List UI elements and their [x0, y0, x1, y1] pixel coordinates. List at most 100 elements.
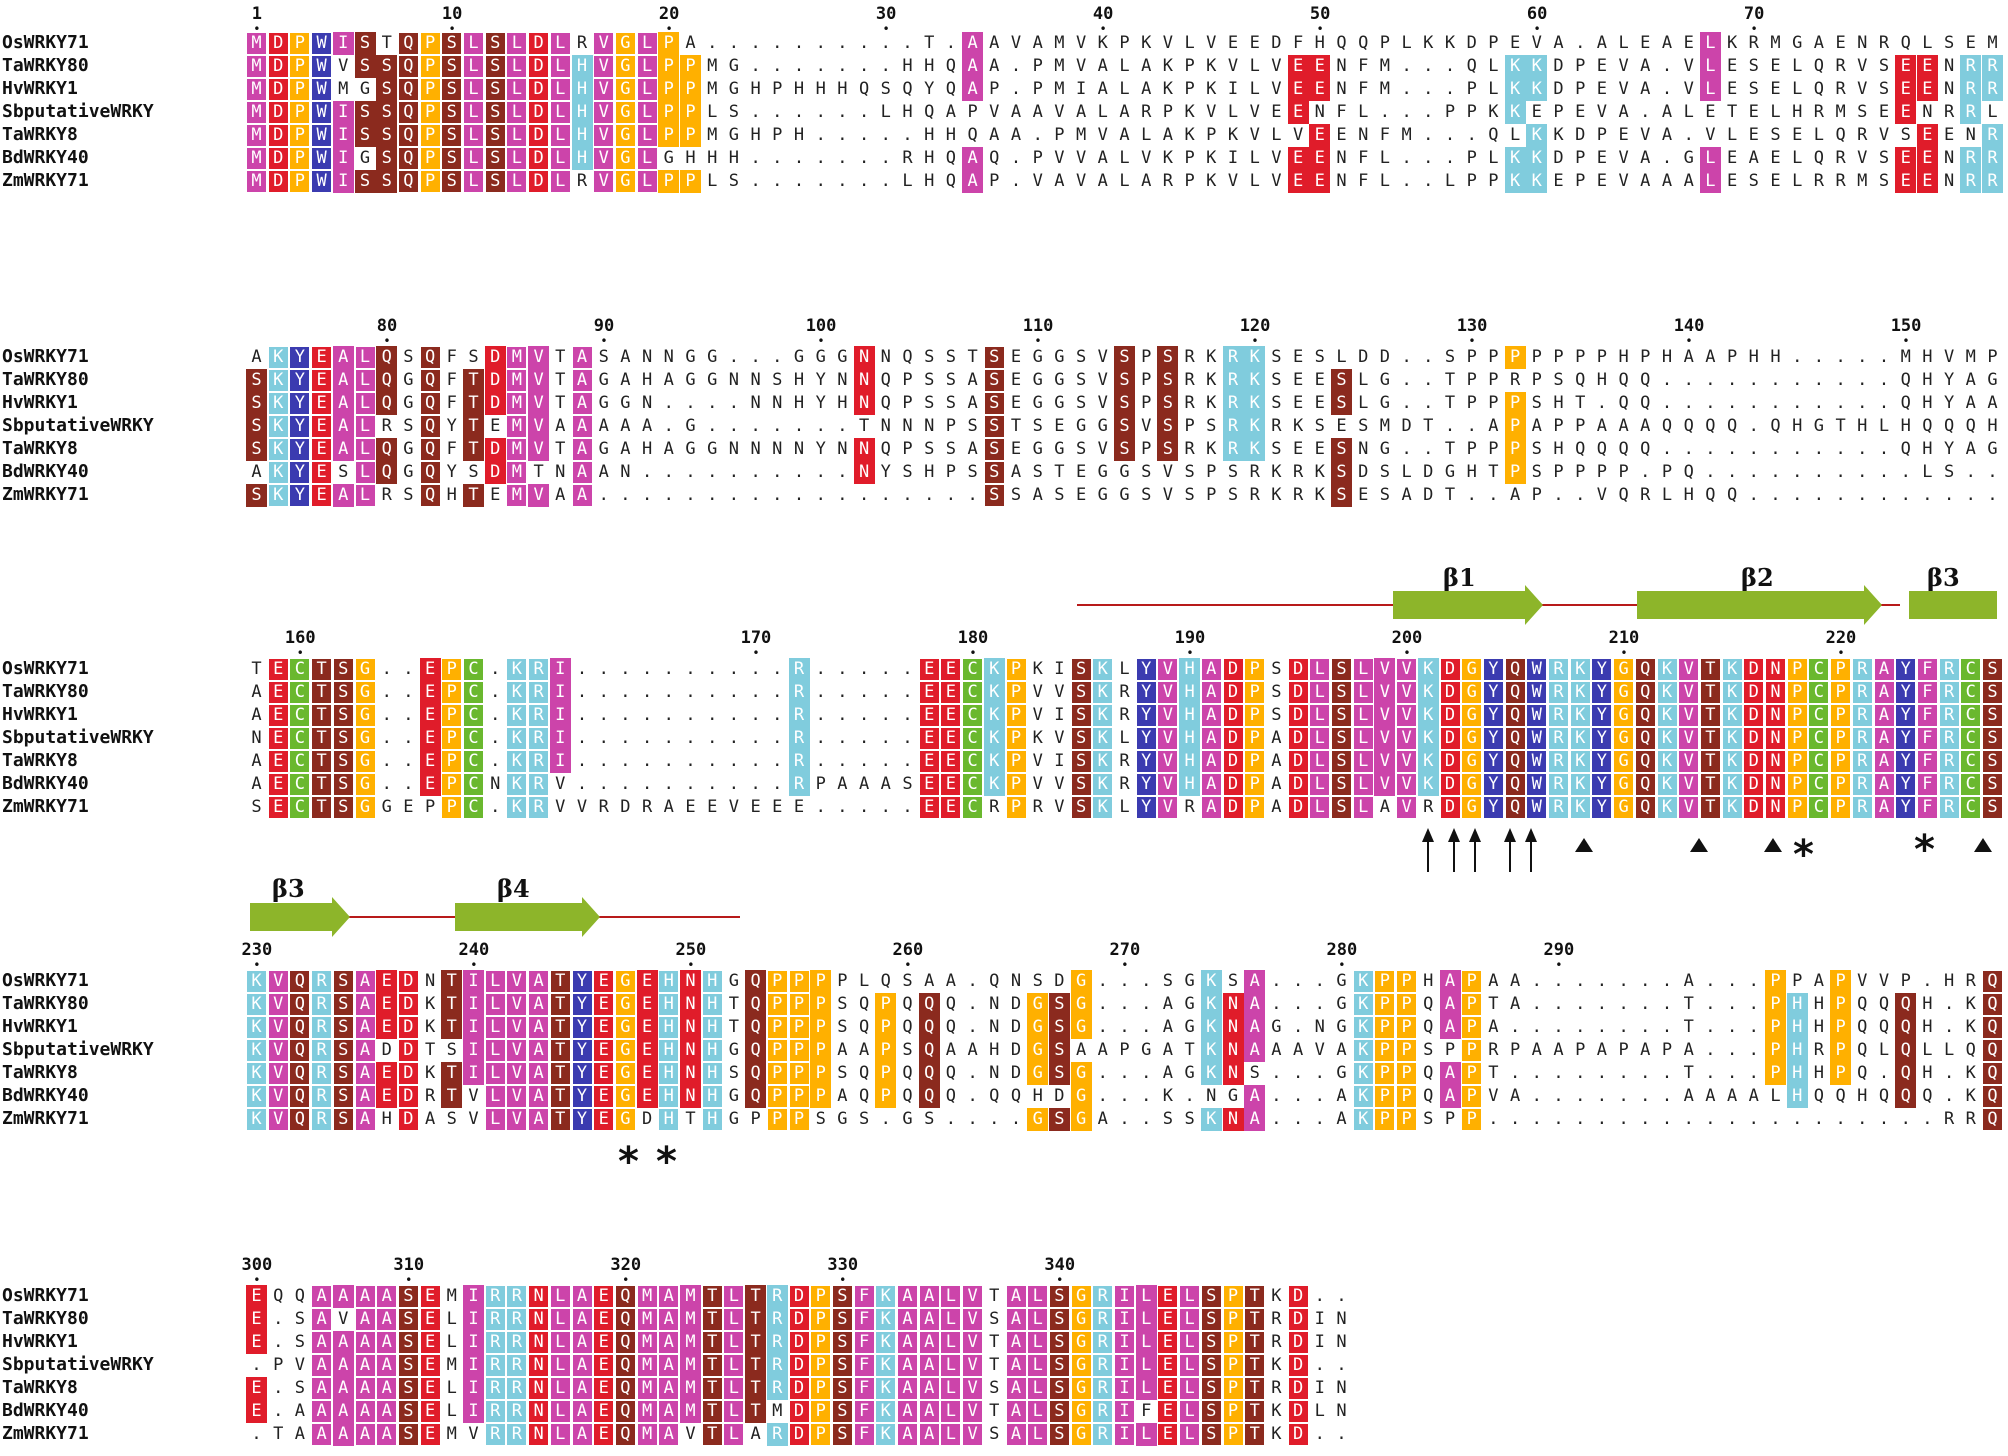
- residue: G: [403, 393, 414, 413]
- residue: P: [1596, 462, 1608, 482]
- residue: .: [815, 416, 826, 436]
- sequence-name: BdWRKY40: [2, 461, 89, 482]
- residue: W: [1526, 773, 1548, 796]
- residue: A: [1873, 773, 1895, 796]
- residue: V: [1374, 658, 1396, 681]
- residue: .: [880, 33, 891, 53]
- residue: .: [924, 485, 935, 505]
- residue: Q: [858, 1063, 870, 1083]
- residue: R: [1548, 750, 1569, 773]
- asterisk-marker-icon: *: [618, 1139, 639, 1185]
- residue: A: [1726, 1086, 1738, 1106]
- residue: Q: [745, 1039, 767, 1062]
- residue: A: [1032, 102, 1043, 122]
- residue: .: [1596, 994, 1608, 1014]
- residue: K: [506, 773, 528, 796]
- residue: P: [772, 79, 783, 99]
- residue: A: [1200, 681, 1222, 704]
- residue: L: [1770, 102, 1781, 122]
- residue: A: [251, 705, 262, 725]
- residue: K: [1206, 56, 1217, 76]
- residue: S: [1157, 369, 1179, 392]
- residue: G: [1444, 462, 1456, 482]
- residue: D: [1287, 1331, 1309, 1354]
- residue: R: [1943, 102, 1955, 122]
- residue: L: [1179, 1400, 1201, 1423]
- residue: A: [332, 369, 354, 392]
- residue: V: [728, 797, 740, 817]
- residue: A: [962, 78, 984, 101]
- residue: Q: [1813, 56, 1825, 76]
- residue: K: [875, 1377, 897, 1400]
- residue: Q: [1504, 773, 1526, 796]
- residue: A: [1005, 1331, 1027, 1354]
- residue: R: [1851, 704, 1873, 727]
- residue: H: [1179, 750, 1201, 773]
- residue: A: [1531, 416, 1542, 436]
- residue: L: [1119, 148, 1130, 168]
- residue: S: [332, 1108, 354, 1131]
- residue: V: [1396, 727, 1418, 750]
- residue: L: [1135, 1331, 1157, 1354]
- residue: K: [267, 369, 289, 392]
- residue: E: [267, 704, 289, 727]
- ruler-label: 280: [1326, 940, 1358, 960]
- residue: G: [354, 727, 376, 750]
- residue: Y: [571, 1062, 593, 1085]
- residue: R: [1857, 125, 1868, 145]
- residue: P: [1054, 125, 1065, 145]
- residue: K: [1656, 681, 1678, 704]
- residue: Q: [376, 392, 398, 415]
- ruler-tick: •: [1533, 22, 1541, 36]
- residue: A: [1640, 79, 1651, 99]
- residue: L: [1878, 416, 1890, 436]
- residue: P: [1032, 148, 1043, 168]
- residue: K: [1656, 658, 1678, 681]
- residue: K: [1526, 170, 1548, 193]
- residue: L: [506, 101, 528, 124]
- residue: S: [983, 438, 1005, 461]
- residue: .: [728, 728, 740, 748]
- residue: .: [1726, 439, 1738, 459]
- residue: M: [1987, 33, 1998, 53]
- residue: D: [1287, 1308, 1309, 1331]
- residue: K: [1352, 1062, 1374, 1085]
- residue: M: [506, 438, 528, 461]
- residue: .: [1097, 971, 1108, 991]
- residue: E: [1770, 56, 1781, 76]
- ruler-tick: •: [253, 22, 261, 36]
- residue: A: [1965, 370, 1976, 390]
- residue: Q: [945, 171, 957, 191]
- residue: .: [1271, 1086, 1282, 1106]
- residue: T: [1244, 1308, 1266, 1331]
- residue: Q: [1661, 416, 1673, 436]
- residue: A: [945, 1040, 957, 1060]
- residue: .: [1661, 971, 1673, 991]
- residue: S: [1982, 704, 2003, 727]
- residue: N: [1314, 1017, 1325, 1037]
- residue: R: [1222, 369, 1244, 392]
- residue: P: [810, 1285, 832, 1308]
- residue: P: [1005, 681, 1027, 704]
- residue: I: [549, 704, 571, 727]
- residue: .: [1097, 994, 1108, 1014]
- residue: G: [1119, 485, 1130, 505]
- residue: Q: [880, 370, 891, 390]
- residue: .: [1575, 1109, 1586, 1129]
- residue: G: [614, 1039, 636, 1062]
- residue: F: [1358, 56, 1369, 76]
- residue: E: [419, 750, 441, 773]
- residue: Y: [1591, 750, 1613, 773]
- residue: R: [311, 993, 333, 1016]
- residue: A: [251, 347, 262, 367]
- residue: S: [1227, 485, 1239, 505]
- residue: .: [1661, 439, 1673, 459]
- residue: G: [1070, 1016, 1092, 1039]
- residue: .: [598, 682, 609, 702]
- residue: E: [376, 970, 398, 993]
- residue: S: [1048, 1331, 1070, 1354]
- residue: P: [1396, 1062, 1418, 1085]
- residue: .: [490, 751, 501, 771]
- residue: P: [810, 993, 832, 1016]
- residue: V: [267, 1062, 289, 1085]
